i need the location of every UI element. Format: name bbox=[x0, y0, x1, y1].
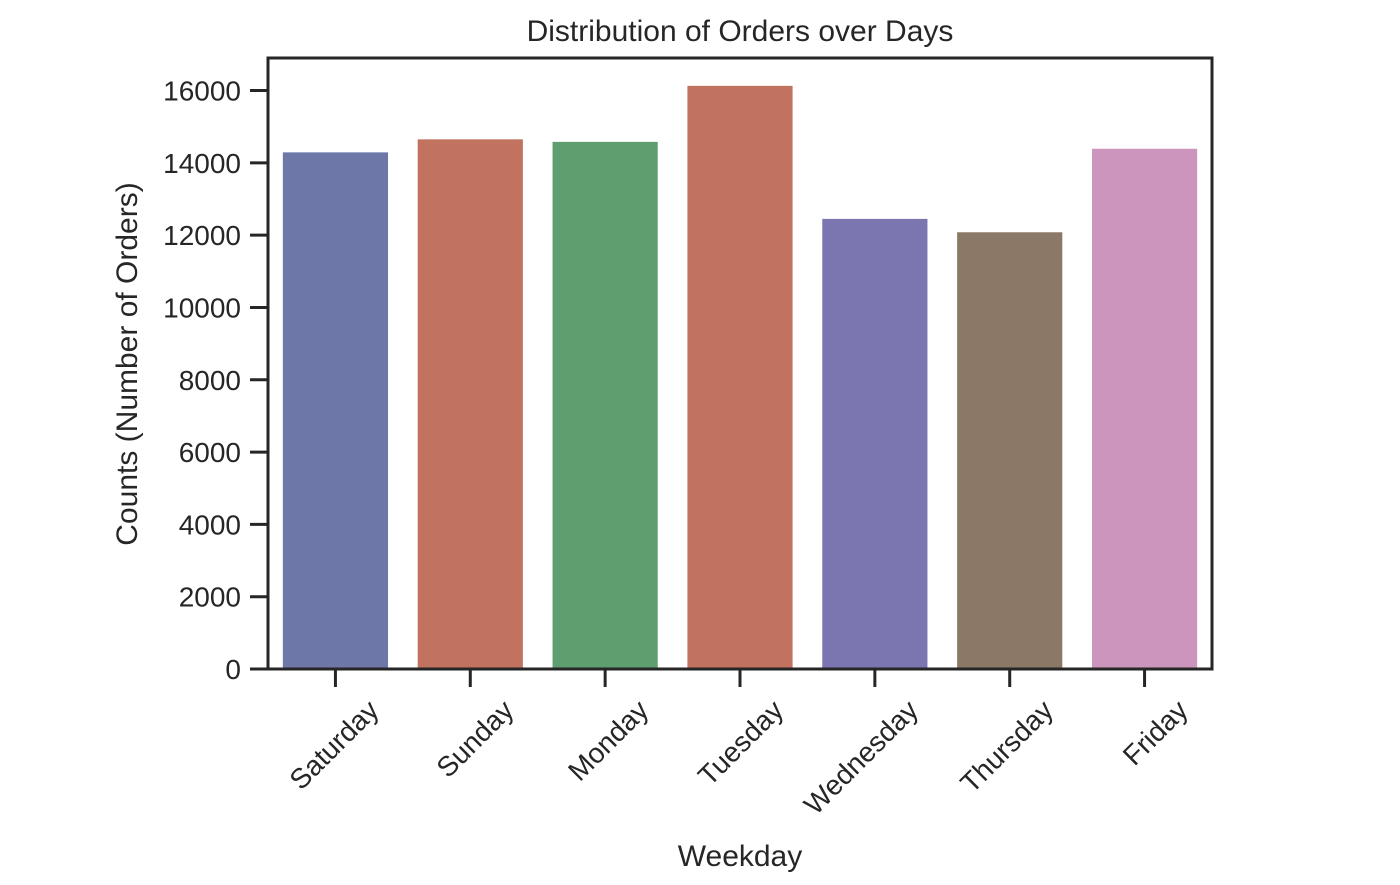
y-tick-label: 6000 bbox=[179, 437, 241, 468]
x-tick-label: Friday bbox=[1117, 694, 1194, 771]
plot-frame bbox=[266, 56, 1214, 671]
bar-sunday bbox=[417, 139, 523, 669]
x-axis: Saturday Sunday Monday Tuesday Wednesday Thur… bbox=[283, 669, 1194, 820]
x-tick-label: Sunday bbox=[430, 694, 519, 783]
bar-tuesday bbox=[687, 85, 793, 670]
x-tick-label: Monday bbox=[562, 694, 654, 786]
bar-wednesday bbox=[822, 218, 928, 669]
y-tick-label: 0 bbox=[225, 654, 241, 685]
chart-title: Distribution of Orders over Days bbox=[527, 15, 954, 48]
bar-thursday bbox=[957, 232, 1063, 669]
y-tick-label: 14000 bbox=[163, 148, 241, 179]
bar-saturday bbox=[282, 152, 389, 669]
y-tick-label: 8000 bbox=[179, 365, 241, 396]
y-axis-label: Counts (Number of Orders) bbox=[111, 182, 144, 545]
y-tick-label: 10000 bbox=[163, 292, 241, 323]
y-tick-label: 12000 bbox=[163, 220, 241, 251]
y-tick-label: 16000 bbox=[163, 76, 241, 107]
x-tick-label: Thursday bbox=[955, 694, 1059, 798]
y-axis: 0 2000 4000 6000 8000 10000 12000 14000 16000 bbox=[163, 76, 268, 685]
y-tick-label: 2000 bbox=[179, 582, 241, 613]
bars-group bbox=[282, 85, 1198, 670]
x-tick-label: Saturday bbox=[283, 694, 384, 795]
bar-monday bbox=[552, 141, 658, 669]
bar-friday bbox=[1091, 148, 1198, 669]
x-tick-label: Tuesday bbox=[692, 694, 789, 791]
x-axis-label: Weekday bbox=[678, 840, 803, 873]
y-tick-label: 4000 bbox=[179, 509, 241, 540]
x-tick-label: Wednesday bbox=[798, 694, 924, 820]
